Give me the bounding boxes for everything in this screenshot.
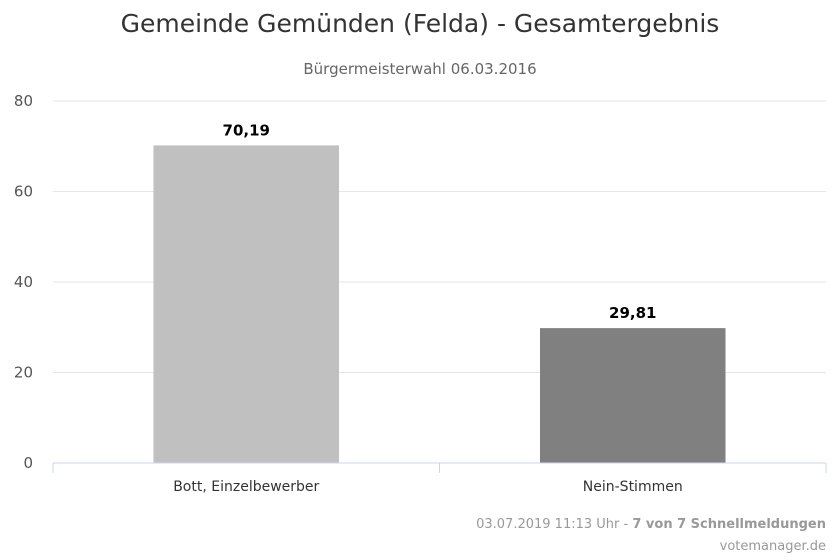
data-label: 70,19 xyxy=(223,121,270,139)
bars xyxy=(153,145,726,463)
bar-nein-stimmen[interactable] xyxy=(539,328,726,463)
y-tick-label: 60 xyxy=(14,183,33,201)
y-tick-label: 0 xyxy=(23,454,33,472)
credits-status: 7 von 7 Schnellmeldungen xyxy=(632,517,826,532)
y-tick-label: 40 xyxy=(14,273,33,291)
bar-bott-einzelbewerber[interactable] xyxy=(153,145,340,463)
credits-timestamp: 03.07.2019 11:13 Uhr xyxy=(476,517,620,532)
credits-status-line[interactable]: 03.07.2019 11:13 Uhr - 7 von 7 Schnellme… xyxy=(476,517,826,532)
y-tick-label: 80 xyxy=(14,92,33,110)
chart-subtitle: Bürgermeisterwahl 06.03.2016 xyxy=(303,60,536,78)
credits-separator: - xyxy=(619,517,632,532)
chart-title: Gemeinde Gemünden (Felda) - Gesamtergebn… xyxy=(121,9,720,38)
data-label: 29,81 xyxy=(609,304,656,322)
x-axis: Bott, Einzelbewerber Nein-Stimmen xyxy=(52,462,827,495)
y-tick-label: 20 xyxy=(14,364,33,382)
credits-source-link[interactable]: votemanager.de xyxy=(720,539,826,554)
data-labels: 70,19 29,81 xyxy=(223,121,657,322)
y-axis-ticks: 0 20 40 60 80 xyxy=(14,92,33,472)
x-category-label: Bott, Einzelbewerber xyxy=(173,479,319,495)
x-category-label: Nein-Stimmen xyxy=(583,479,683,495)
